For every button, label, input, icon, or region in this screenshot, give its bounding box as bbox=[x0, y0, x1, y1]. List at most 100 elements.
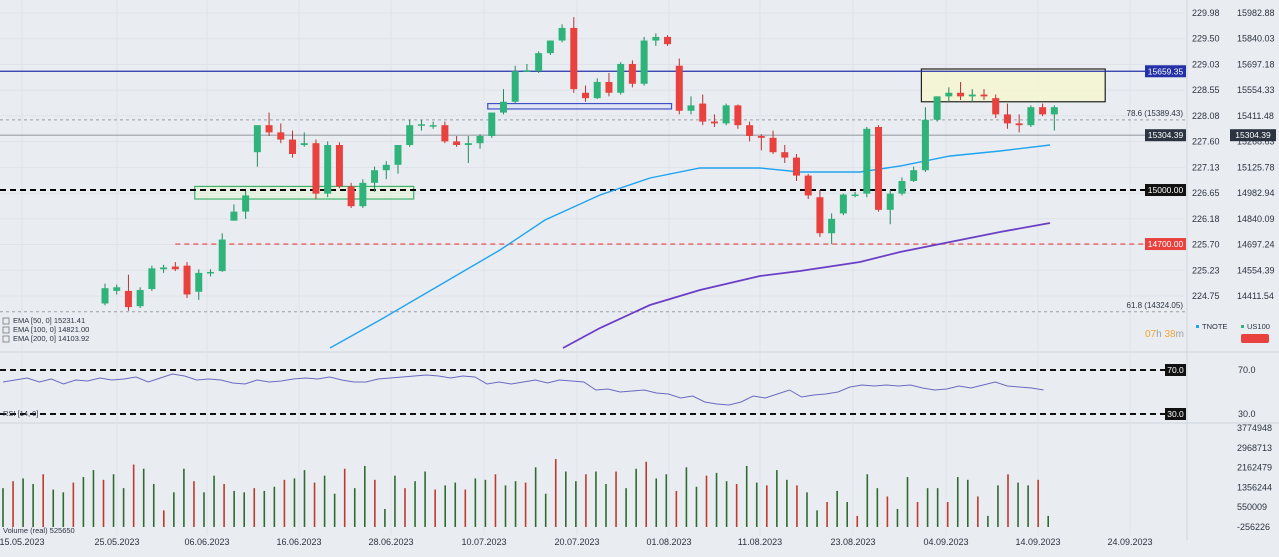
candle[interactable] bbox=[781, 144, 789, 164]
candle[interactable] bbox=[101, 283, 109, 306]
candle[interactable] bbox=[945, 87, 953, 102]
candle[interactable] bbox=[839, 193, 847, 216]
candle[interactable] bbox=[687, 96, 695, 115]
candle[interactable] bbox=[488, 112, 496, 138]
candle[interactable] bbox=[910, 166, 918, 182]
candle[interactable] bbox=[675, 58, 683, 115]
candle[interactable] bbox=[875, 125, 883, 212]
candle[interactable] bbox=[546, 40, 554, 55]
candle[interactable] bbox=[652, 33, 660, 46]
candle[interactable] bbox=[828, 213, 836, 245]
candle[interactable] bbox=[570, 17, 578, 93]
candle[interactable] bbox=[640, 36, 648, 86]
candle[interactable] bbox=[406, 119, 414, 147]
candle[interactable] bbox=[617, 62, 625, 95]
candle[interactable] bbox=[453, 135, 461, 147]
candle[interactable] bbox=[734, 104, 742, 129]
candle-body bbox=[499, 101, 507, 113]
candle[interactable] bbox=[511, 65, 519, 104]
candle[interactable] bbox=[968, 89, 976, 102]
price-tick-left: 228.08 bbox=[1192, 111, 1220, 121]
candle[interactable] bbox=[792, 153, 800, 182]
candle[interactable] bbox=[476, 134, 484, 149]
candle[interactable] bbox=[710, 114, 718, 127]
candle[interactable] bbox=[816, 190, 824, 237]
candle[interactable] bbox=[324, 141, 332, 198]
candle[interactable] bbox=[1027, 105, 1035, 127]
candle[interactable] bbox=[265, 112, 273, 136]
candle[interactable] bbox=[746, 121, 754, 142]
green-zone[interactable] bbox=[194, 185, 415, 200]
candle-body bbox=[347, 186, 355, 207]
candle[interactable] bbox=[148, 265, 156, 291]
candle[interactable] bbox=[206, 269, 214, 277]
blue-zone[interactable] bbox=[487, 102, 673, 110]
candle[interactable] bbox=[757, 134, 765, 151]
price-tick-right: 15554.33 bbox=[1237, 85, 1275, 95]
candle[interactable] bbox=[535, 51, 543, 73]
candle[interactable] bbox=[300, 132, 308, 147]
candle[interactable] bbox=[804, 173, 812, 200]
candle[interactable] bbox=[699, 94, 707, 126]
candle[interactable] bbox=[769, 130, 777, 154]
candle-body bbox=[406, 125, 414, 145]
candle[interactable] bbox=[335, 142, 343, 189]
candle[interactable] bbox=[371, 166, 379, 192]
candle[interactable] bbox=[441, 121, 449, 144]
candle[interactable] bbox=[242, 190, 250, 219]
candle[interactable] bbox=[124, 274, 132, 311]
candle[interactable] bbox=[195, 269, 203, 300]
candle[interactable] bbox=[347, 182, 355, 209]
candle[interactable] bbox=[851, 191, 859, 198]
candle[interactable] bbox=[136, 287, 144, 308]
ema-legend-checkbox[interactable] bbox=[2, 335, 10, 343]
candle[interactable] bbox=[921, 107, 929, 173]
candle[interactable] bbox=[394, 144, 402, 174]
candle[interactable] bbox=[722, 103, 730, 126]
candle[interactable] bbox=[417, 119, 425, 131]
candle[interactable] bbox=[582, 85, 590, 102]
candle[interactable] bbox=[558, 24, 566, 43]
candle-body bbox=[757, 135, 765, 138]
price-tick-left: 229.50 bbox=[1192, 34, 1220, 44]
candle[interactable] bbox=[605, 72, 613, 97]
candle[interactable] bbox=[980, 89, 988, 100]
ema100-line bbox=[562, 222, 1051, 349]
candle[interactable] bbox=[277, 123, 285, 144]
candle[interactable] bbox=[593, 78, 601, 100]
candle[interactable] bbox=[312, 139, 320, 200]
candle-body bbox=[699, 103, 707, 122]
candle[interactable] bbox=[933, 96, 941, 122]
candle[interactable] bbox=[523, 63, 531, 73]
candle[interactable] bbox=[289, 130, 297, 158]
price-tick-right: 14411.54 bbox=[1237, 291, 1274, 301]
candle[interactable] bbox=[183, 262, 191, 299]
date-axis: 15.05.2023 25.05.2023 06.06.2023 16.06.2023… bbox=[0, 537, 1153, 547]
candle[interactable] bbox=[1015, 114, 1023, 133]
candle[interactable] bbox=[992, 94, 1000, 118]
candle[interactable] bbox=[664, 35, 672, 46]
candle[interactable] bbox=[253, 125, 261, 167]
candle[interactable] bbox=[1039, 103, 1047, 117]
candle[interactable] bbox=[429, 121, 437, 129]
ema-legend-checkbox[interactable] bbox=[2, 317, 10, 325]
candle[interactable] bbox=[628, 60, 636, 88]
candle[interactable] bbox=[464, 135, 472, 164]
candle[interactable] bbox=[1050, 105, 1058, 131]
candle[interactable] bbox=[863, 126, 871, 198]
candle[interactable] bbox=[1003, 103, 1011, 129]
candle[interactable] bbox=[359, 179, 367, 209]
candle[interactable] bbox=[218, 233, 226, 272]
candle[interactable] bbox=[160, 264, 168, 273]
candle[interactable] bbox=[113, 284, 121, 295]
candle[interactable] bbox=[171, 262, 179, 272]
candle[interactable] bbox=[499, 89, 507, 115]
candle[interactable] bbox=[230, 204, 238, 221]
candle[interactable] bbox=[886, 190, 894, 225]
candle[interactable] bbox=[957, 81, 965, 100]
candle[interactable] bbox=[382, 161, 390, 180]
candle[interactable] bbox=[898, 177, 906, 196]
ema-legend-checkbox[interactable] bbox=[2, 326, 10, 334]
